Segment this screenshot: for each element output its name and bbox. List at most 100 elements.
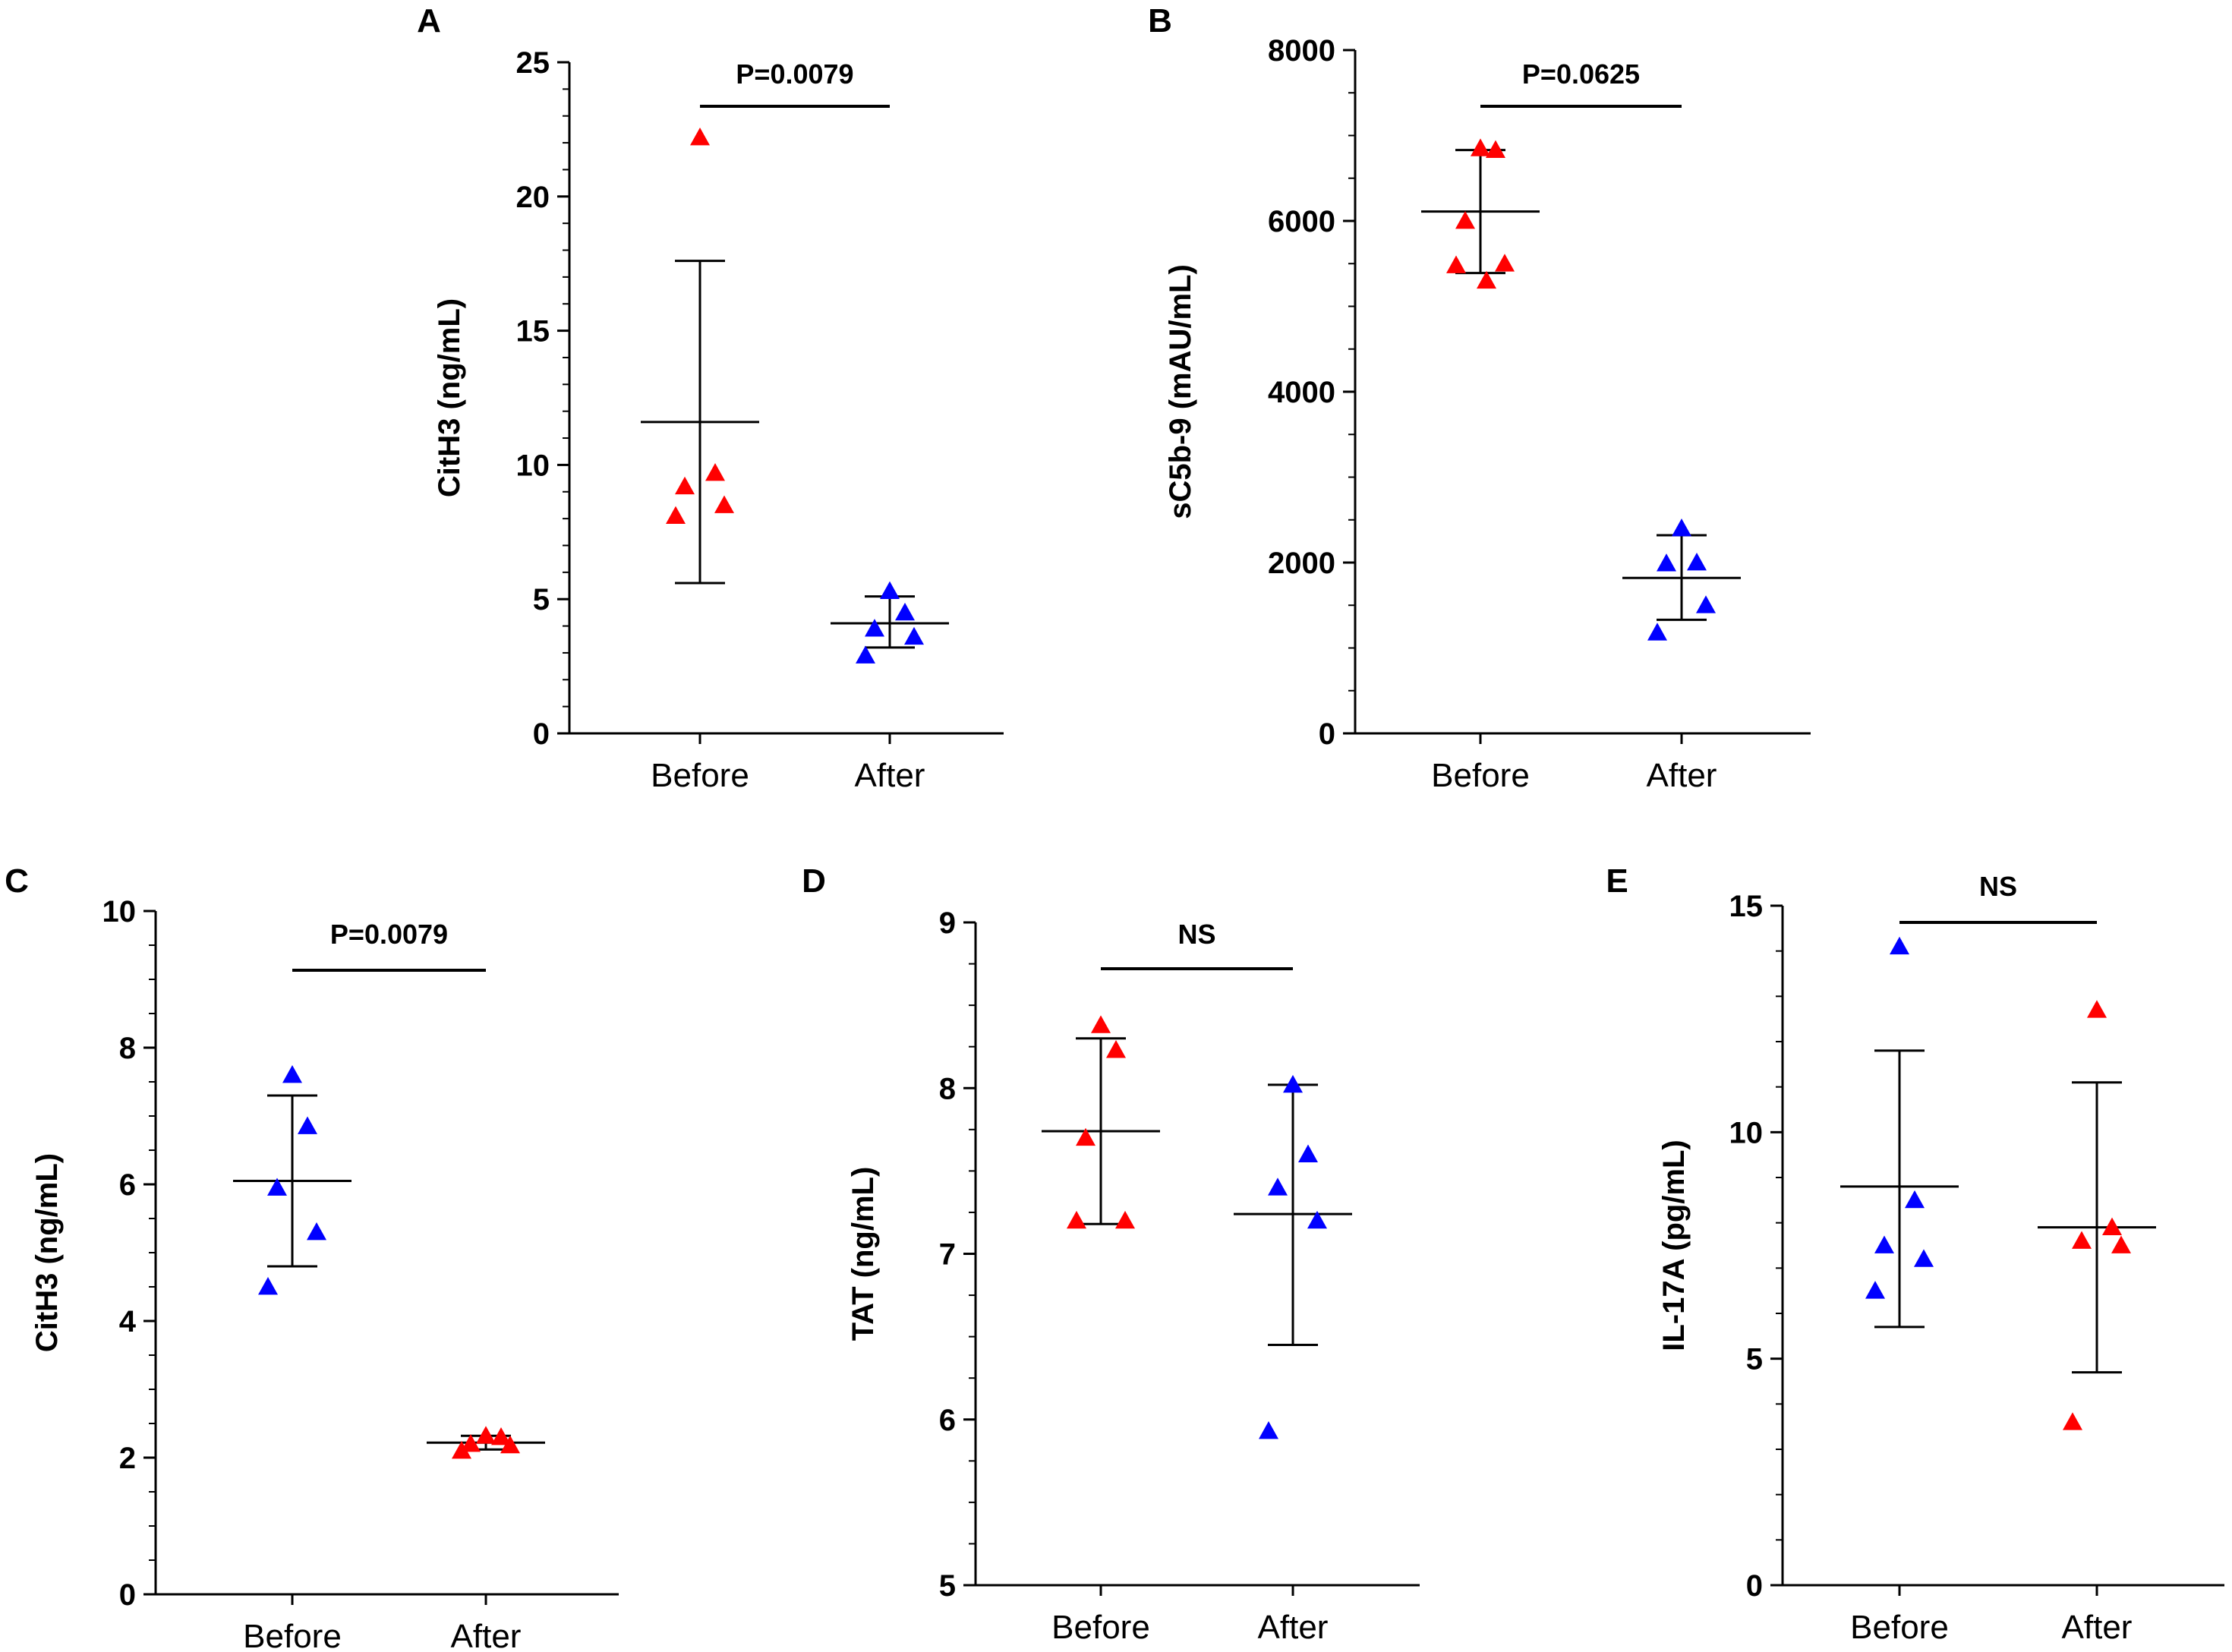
group-before	[1840, 936, 1959, 1329]
significance-label: P=0.0625	[1522, 58, 1640, 90]
x-category-label: After	[1258, 1609, 1329, 1646]
data-point	[1486, 140, 1505, 159]
data-point	[1495, 254, 1515, 272]
x-category-label: After	[2062, 1609, 2133, 1646]
data-point	[1687, 553, 1707, 571]
x-category-label: Before	[243, 1618, 342, 1652]
panel-letter: C	[5, 862, 29, 900]
y-tick-label: 5	[1746, 1343, 1763, 1376]
x-category-label: Before	[1850, 1609, 1949, 1646]
data-point	[500, 1435, 520, 1454]
data-point	[1283, 1074, 1303, 1093]
data-point	[675, 476, 695, 495]
data-point	[904, 626, 924, 645]
group-after	[831, 581, 949, 664]
data-point	[1477, 270, 1496, 289]
data-point	[1307, 1210, 1327, 1229]
y-tick-label: 0	[1319, 717, 1335, 751]
significance-label: NS	[1177, 919, 1215, 950]
x-category-label: Before	[651, 757, 749, 794]
data-point	[258, 1277, 278, 1295]
y-axis-label: CitH3 (ng/mL)	[433, 298, 466, 497]
data-point	[1905, 1190, 1925, 1209]
group-after	[1234, 1074, 1352, 1439]
data-point	[2072, 1231, 2092, 1249]
data-point	[1874, 1235, 1894, 1253]
group-after	[2038, 1000, 2156, 1430]
y-tick-label: 2000	[1268, 547, 1335, 580]
data-point	[2087, 1000, 2107, 1018]
data-point	[1471, 138, 1490, 156]
data-point	[2111, 1235, 2131, 1253]
data-point	[1076, 1127, 1096, 1146]
x-category-label: After	[855, 757, 925, 794]
y-axis-label: TAT (ng/mL)	[846, 1167, 880, 1341]
y-tick-label: 6	[119, 1168, 136, 1202]
y-tick-label: 2	[119, 1442, 136, 1475]
data-point	[1106, 1040, 1126, 1058]
panel-letter: A	[417, 2, 441, 39]
panel-letter: D	[802, 862, 826, 900]
data-point	[2063, 1412, 2082, 1430]
data-point	[1091, 1015, 1111, 1033]
panel-letter: E	[1606, 862, 1628, 900]
y-tick-label: 7	[939, 1238, 956, 1272]
panel-b: B 0 2000 4000 6000 8000 sC5b-9 (mAU/mL) Before A…	[1148, 2, 1811, 794]
panel-c: C 0 2 4 6 8 10 CitH3 (ng/mL) Before After P=0.0079	[5, 862, 619, 1652]
panel-d: D 5 6 7 8 9 TAT (ng/mL) Before After NS	[802, 862, 1420, 1646]
data-point	[690, 128, 710, 146]
data-point	[1298, 1144, 1318, 1162]
x-category-label: Before	[1051, 1609, 1150, 1646]
data-point	[1115, 1210, 1135, 1229]
panel-letter: B	[1148, 2, 1172, 39]
group-before	[233, 1065, 352, 1295]
data-point	[1696, 595, 1716, 613]
group-after	[1622, 519, 1741, 641]
y-tick-label: 15	[516, 315, 550, 348]
y-tick-label: 8	[939, 1072, 956, 1105]
y-tick-label: 8	[119, 1032, 136, 1065]
data-point	[714, 495, 734, 513]
y-tick-label: 10	[516, 449, 550, 482]
data-point	[1672, 519, 1691, 537]
group-before	[1421, 138, 1540, 289]
data-point	[452, 1441, 471, 1459]
data-point	[895, 602, 915, 621]
data-point	[1067, 1210, 1086, 1229]
data-point	[461, 1434, 481, 1452]
y-tick-label: 8000	[1268, 34, 1335, 68]
y-axis-label: sC5b-9 (mAU/mL)	[1164, 264, 1197, 519]
group-before	[1042, 1015, 1160, 1229]
panel-a: A 0 5 10 15 20 25 CitH3 (ng/mL) Before After P=0.0…	[417, 2, 1004, 794]
panel-e: E 0 5 10 15 IL-17A (pg/mL) Before After NS	[1606, 862, 2224, 1646]
y-tick-label: 15	[1729, 890, 1764, 923]
data-point	[298, 1116, 317, 1134]
data-point	[1455, 211, 1475, 229]
y-tick-label: 5	[533, 583, 550, 616]
group-after	[427, 1426, 545, 1459]
data-point	[1647, 623, 1667, 641]
y-tick-label: 0	[1746, 1569, 1763, 1603]
data-point	[1914, 1249, 1934, 1267]
y-axis-label: IL-17A (pg/mL)	[1657, 1140, 1691, 1351]
data-point	[865, 619, 884, 637]
y-tick-label: 9	[939, 906, 956, 940]
group-before	[641, 128, 759, 585]
data-point	[1890, 936, 1909, 955]
x-category-label: Before	[1431, 757, 1530, 794]
data-point	[1446, 255, 1466, 273]
data-point	[666, 506, 686, 524]
x-category-label: After	[1647, 757, 1717, 794]
significance-label: P=0.0079	[330, 919, 448, 950]
significance-label: NS	[1979, 871, 2017, 902]
y-tick-label: 0	[119, 1578, 136, 1612]
data-point	[491, 1427, 511, 1446]
data-point	[2102, 1217, 2122, 1236]
y-tick-label: 4000	[1268, 376, 1335, 409]
data-point	[307, 1222, 326, 1241]
y-tick-label: 6	[939, 1404, 956, 1437]
significance-label: P=0.0079	[736, 58, 853, 90]
x-category-label: After	[451, 1618, 522, 1652]
data-point	[880, 581, 900, 599]
